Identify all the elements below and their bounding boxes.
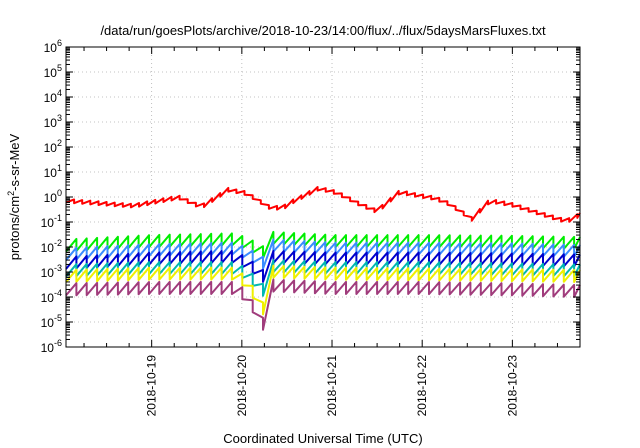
y-tick-label: 100	[44, 188, 62, 205]
x-axis-ticks: 2018-10-19 2018-10-20 2018-10-21 2018-10-22…	[83, 47, 581, 417]
data-series	[65, 186, 581, 331]
y-tick-label: 10-5	[41, 313, 62, 330]
y-tick-label: 105	[44, 63, 62, 80]
y-tick-label: 102	[44, 138, 62, 155]
grid-lines	[66, 47, 580, 347]
y-tick-label: 10-3	[41, 263, 62, 280]
y-tick-label: 101	[44, 163, 62, 180]
y-axis-ticks: 10-6 10-5 10-4 10-3 10-2 10-1 100 101 102 103 104 1…	[41, 38, 580, 355]
x-tick-label: 2018-10-20	[235, 355, 249, 417]
series-line-6	[65, 264, 581, 316]
series-line-1	[65, 186, 581, 223]
x-tick-label: 2018-10-21	[325, 355, 339, 417]
y-tick-label: 10-6	[41, 338, 62, 355]
x-tick-label: 2018-10-19	[145, 355, 159, 417]
y-tick-label: 106	[44, 38, 62, 55]
series-line-3	[65, 238, 581, 270]
y-tick-label: 10-4	[41, 288, 62, 305]
y-tick-label: 10-2	[41, 238, 62, 255]
series-line-4	[65, 249, 581, 283]
y-tick-label: 103	[44, 113, 62, 130]
x-tick-label: 2018-10-23	[505, 355, 519, 417]
x-axis-label: Coordinated Universal Time (UTC)	[223, 431, 422, 446]
y-axis-label: protons/cm2-s-sr-MeV	[6, 133, 22, 260]
y-tick-label: 10-1	[41, 213, 62, 230]
series-line-7	[65, 278, 581, 331]
chart-title: /data/run/goesPlots/archive/2018-10-23/1…	[100, 23, 546, 38]
series-line-2	[65, 230, 581, 260]
x-tick-label: 2018-10-22	[415, 355, 429, 417]
y-tick-label: 104	[44, 88, 62, 105]
